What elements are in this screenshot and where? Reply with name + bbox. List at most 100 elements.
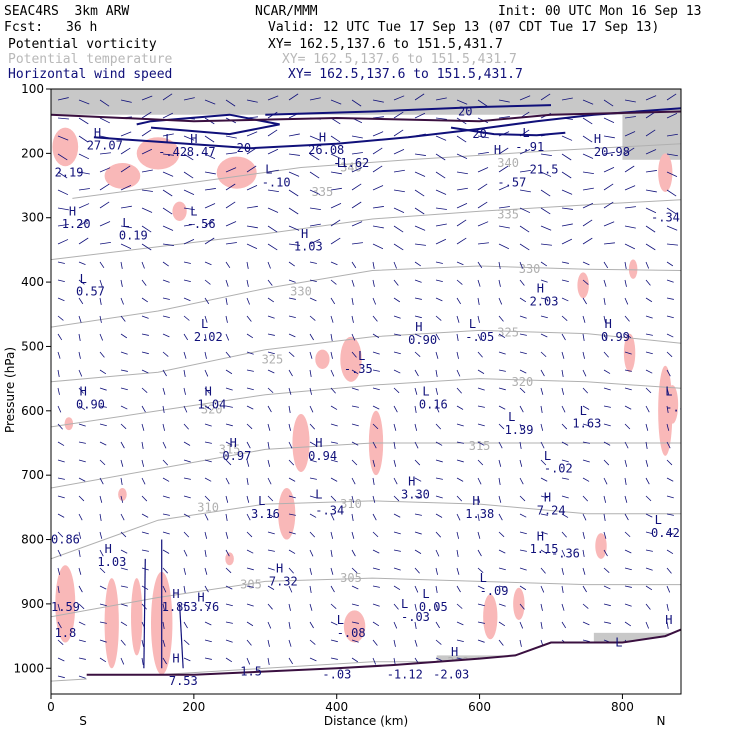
wind-vector-702: [309, 513, 317, 518]
wind-vector-706: [393, 513, 401, 518]
extremum-label-16: -1.62: [333, 156, 369, 170]
wind-vector-115: [582, 153, 594, 159]
wind-vector-875: [162, 621, 165, 629]
wind-vector-417: [624, 333, 632, 339]
wind-vector-494: [351, 387, 359, 391]
wind-vector-893: [540, 621, 543, 629]
extremum-label-101: -1.12: [387, 668, 423, 682]
wind-vector-350: [477, 297, 480, 305]
wind-vector-756: [183, 549, 188, 557]
wind-vector-545: [162, 423, 165, 431]
wind-vector-118: [645, 149, 657, 155]
wind-vector-252: [309, 238, 321, 245]
wind-vector-803: [540, 567, 546, 574]
wind-vector-876: [183, 621, 188, 629]
extremum-label-18: -.10: [262, 175, 291, 189]
x-axis-right-end-label: N: [657, 714, 666, 728]
wind-vector-515: [162, 405, 165, 413]
x-axis-label: Distance (km): [324, 714, 408, 728]
wind-vector-334: [141, 297, 148, 303]
extremum-label-95: H: [665, 613, 672, 627]
wind-vector-896: [603, 621, 611, 624]
wind-vector-250: [267, 243, 278, 251]
wind-vector-215: [162, 225, 174, 231]
wind-vector-782: [99, 567, 106, 574]
wind-vector-697: [204, 513, 209, 521]
wind-vector-370: [267, 315, 275, 319]
wind-vector-266: [603, 242, 615, 245]
wind-vector-919: [456, 639, 464, 643]
wind-vector-454: [141, 369, 149, 374]
wind-vector-833: [540, 585, 545, 593]
wind-vector-825: [372, 585, 380, 588]
wind-vector-27: [624, 99, 636, 103]
wind-vector-270: [57, 261, 65, 264]
wind-vector-309: [246, 279, 249, 287]
wind-vector-385: [582, 315, 586, 323]
theta-contour-310: [51, 500, 681, 560]
wind-vector-161: [288, 189, 299, 197]
gray-band-0: [51, 89, 681, 115]
wind-vector-522: [309, 405, 314, 413]
wind-vector-797: [414, 567, 420, 574]
wind-vector-261: [498, 243, 510, 250]
wind-vector-677: [414, 495, 422, 499]
wind-vector-471: [498, 369, 506, 372]
wind-vector-325: [582, 279, 589, 285]
wind-vector-889: [456, 621, 464, 626]
wind-vector-934: [141, 657, 144, 665]
wind-vector-685: [582, 495, 589, 502]
wind-vector-859: [456, 603, 463, 609]
wind-vector-310: [267, 279, 273, 286]
wind-vector-102: [309, 153, 320, 161]
wind-vector-401: [288, 333, 296, 338]
wind-vector-764: [351, 549, 356, 557]
y-tick-label-800: 800: [21, 533, 44, 547]
wind-vector-187: [204, 203, 216, 209]
wind-vector-760: [267, 549, 275, 552]
wind-vector-67: [204, 135, 215, 143]
wind-vector-669: [246, 495, 250, 503]
wind-vector-229: [456, 219, 467, 227]
theta-contour-330: [51, 265, 681, 328]
strong-wind-vector-2: [178, 603, 184, 669]
y-tick-label-900: 900: [21, 597, 44, 611]
wind-vector-202: [519, 207, 531, 214]
wind-vector-571: [78, 441, 86, 444]
extremum-label-11: L: [190, 204, 197, 218]
wind-vector-575: [162, 441, 167, 449]
wind-vector-241: [78, 237, 89, 245]
wind-vector-587: [414, 441, 419, 449]
wind-vector-511: [78, 405, 86, 411]
wind-vector-738: [435, 531, 441, 538]
wind-vector-96: [183, 153, 194, 161]
extremum-label-43: H: [80, 385, 87, 399]
wind-vector-28: [645, 95, 657, 101]
wind-vector-320: [477, 279, 481, 287]
wind-vector-443: [540, 351, 547, 358]
wind-vector-872: [99, 621, 107, 624]
wind-vector-658: [645, 477, 650, 485]
wind-vector-293: [540, 261, 548, 267]
wind-vector-18: [435, 97, 447, 101]
wind-vector-381: [498, 315, 504, 322]
theta-contour-340: [72, 143, 681, 199]
wind-vector-372: [309, 315, 316, 321]
wind-vector-899: [666, 621, 669, 629]
wind-vector-712: [519, 513, 527, 518]
wind-vector-94: [141, 148, 153, 155]
wind-vector-936: [183, 657, 191, 662]
wind-vector-176: [603, 183, 614, 191]
wind-vector-704: [351, 513, 354, 521]
wind-vector-360: [57, 315, 64, 321]
wind-vector-214: [141, 225, 152, 233]
theta-contour-305: [51, 577, 681, 618]
wind-vector-390: [57, 333, 63, 341]
pv-region-17: [666, 385, 679, 424]
wind-vector-695: [162, 513, 170, 516]
wind-vector-213: [120, 225, 132, 229]
wind-vector-930: [57, 657, 65, 662]
wind-vector-481: [78, 387, 84, 394]
wind-vector-177: [624, 185, 636, 191]
wind-vector-308: [225, 279, 229, 287]
